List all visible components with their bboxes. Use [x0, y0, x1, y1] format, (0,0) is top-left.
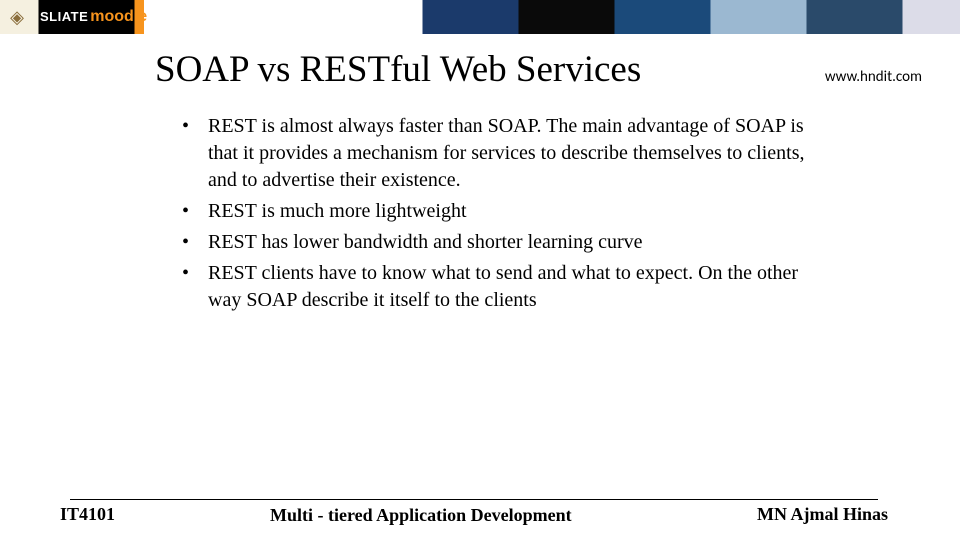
banner-logo: SLIATE moodle [40, 8, 147, 26]
bullet-item: REST clients have to know what to send a… [178, 260, 830, 314]
footer-divider [70, 499, 878, 500]
title-row: SOAP vs RESTful Web Services www.hndit.c… [0, 34, 960, 91]
bullet-list: REST is almost always faster than SOAP. … [178, 113, 830, 314]
banner-moodle-text: moodle [90, 8, 147, 26]
top-banner: ◈ SLIATE moodle [0, 0, 960, 34]
slide-title: SOAP vs RESTful Web Services [155, 48, 641, 91]
banner-sliate-text: SLIATE [40, 9, 88, 24]
banner-shield-icon: ◈ [0, 0, 34, 34]
course-title: Multi - tiered Application Development [270, 504, 648, 527]
bullet-item: REST is much more lightweight [178, 198, 830, 225]
course-code: IT4101 [60, 504, 270, 525]
bullet-item: REST has lower bandwidth and shorter lea… [178, 229, 830, 256]
footer-row: IT4101 Multi - tiered Application Develo… [60, 504, 888, 527]
site-url: www.hndit.com [825, 62, 922, 86]
author-name: MN Ajmal Hinas [648, 504, 888, 525]
slide-content: REST is almost always faster than SOAP. … [0, 91, 960, 314]
bullet-item: REST is almost always faster than SOAP. … [178, 113, 830, 194]
slide-footer: IT4101 Multi - tiered Application Develo… [0, 499, 960, 527]
